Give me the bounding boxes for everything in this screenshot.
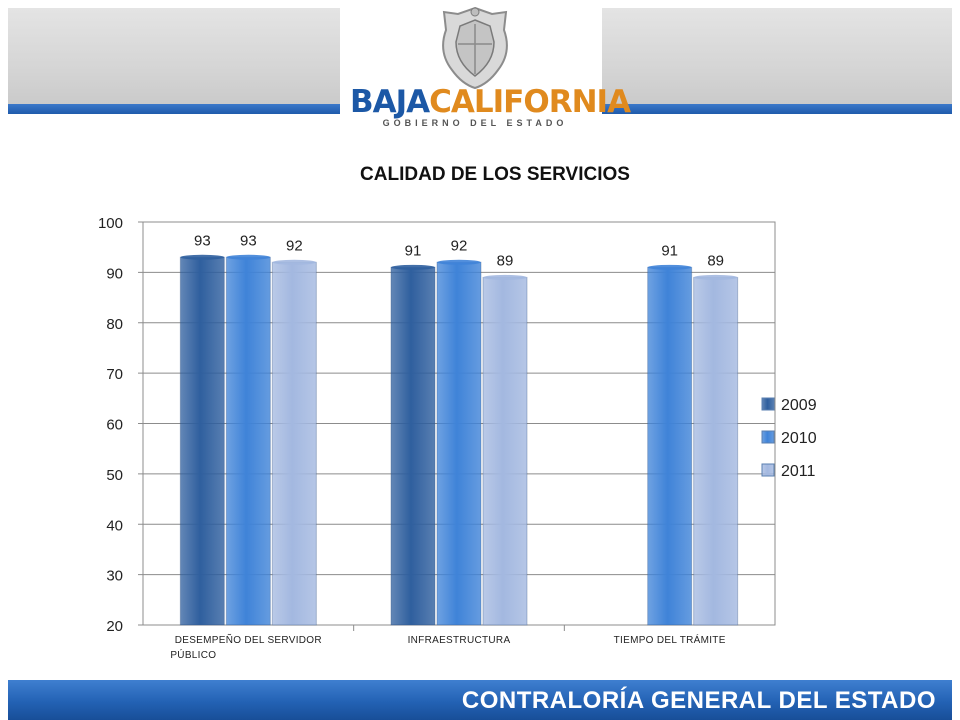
x-tick-label: PÚBLICO xyxy=(170,648,216,661)
footer-label: CONTRALORÍA GENERAL DEL ESTADO xyxy=(461,687,936,714)
x-tick-label: DESEMPEÑO DEL SERVIDOR xyxy=(175,633,322,646)
bar-top xyxy=(693,274,738,280)
data-label: 92 xyxy=(451,237,468,254)
footer-bar xyxy=(8,680,952,720)
chart-title: CALIDAD DE LOS SERVICIOS xyxy=(360,164,630,185)
bar-2011-1 xyxy=(271,261,317,626)
bar-2009-1 xyxy=(179,256,225,626)
y-tick-label: 30 xyxy=(106,568,123,585)
y-tick-label: 90 xyxy=(106,265,123,282)
legend-swatch-2010 xyxy=(761,430,775,444)
data-label: 89 xyxy=(497,252,514,269)
brand-subtitle: GOBIERNO DEL ESTADO xyxy=(382,118,568,128)
legend-label-2010: 2010 xyxy=(781,430,817,447)
data-label: 91 xyxy=(405,242,422,259)
legend-label-2009: 2009 xyxy=(781,397,817,414)
y-tick-label: 60 xyxy=(106,417,123,434)
bar-top xyxy=(226,254,271,260)
data-label: 93 xyxy=(240,232,257,249)
bar-2011-2 xyxy=(482,276,528,626)
data-label: 89 xyxy=(707,252,724,269)
data-label: 91 xyxy=(661,242,678,259)
bar-top xyxy=(391,264,435,270)
y-tick-label: 40 xyxy=(106,517,123,534)
bar-2009-2 xyxy=(390,266,436,626)
y-tick-label: 100 xyxy=(98,215,123,232)
bar-top xyxy=(647,264,692,270)
bar-top xyxy=(437,259,481,265)
brand-logo: BAJACALIFORNIA xyxy=(350,84,631,120)
bar-2010-1 xyxy=(225,256,271,626)
y-tick-label: 20 xyxy=(106,618,123,635)
bar-top xyxy=(180,254,225,260)
bar-2011-3 xyxy=(693,276,739,626)
state-coat-of-arms-icon xyxy=(442,6,508,90)
bar-top xyxy=(272,259,317,265)
data-label: 92 xyxy=(286,237,303,254)
y-tick-label: 80 xyxy=(106,316,123,333)
y-tick-label: 70 xyxy=(106,366,123,383)
bar-2010-3 xyxy=(647,266,693,626)
brand-word-baja: BAJA xyxy=(350,84,430,120)
legend-swatch-2011 xyxy=(761,463,775,477)
brand-word-california: CALIFORNIA xyxy=(429,84,631,120)
data-label: 93 xyxy=(194,232,211,249)
bar-2010-2 xyxy=(436,261,482,626)
bar-top xyxy=(483,274,527,280)
x-tick-label: INFRAESTRUCTURA xyxy=(408,635,511,646)
legend-swatch-2009 xyxy=(761,397,775,411)
legend-label-2011: 2011 xyxy=(781,463,816,480)
x-tick-label: TIEMPO DEL TRÁMITE xyxy=(614,633,726,646)
y-tick-label: 50 xyxy=(106,467,123,484)
